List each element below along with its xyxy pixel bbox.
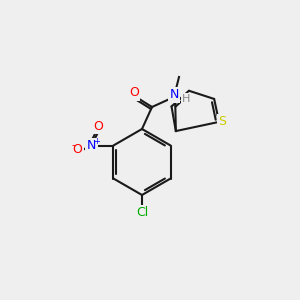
Text: H: H <box>182 94 190 104</box>
Text: N: N <box>87 139 96 152</box>
Text: S: S <box>218 116 226 128</box>
Text: O: O <box>94 120 103 133</box>
Text: O: O <box>129 86 139 100</box>
Text: O: O <box>73 143 82 156</box>
Text: +: + <box>93 137 100 146</box>
Text: -: - <box>72 140 75 151</box>
Text: Cl: Cl <box>136 206 148 220</box>
Text: N: N <box>169 88 179 101</box>
